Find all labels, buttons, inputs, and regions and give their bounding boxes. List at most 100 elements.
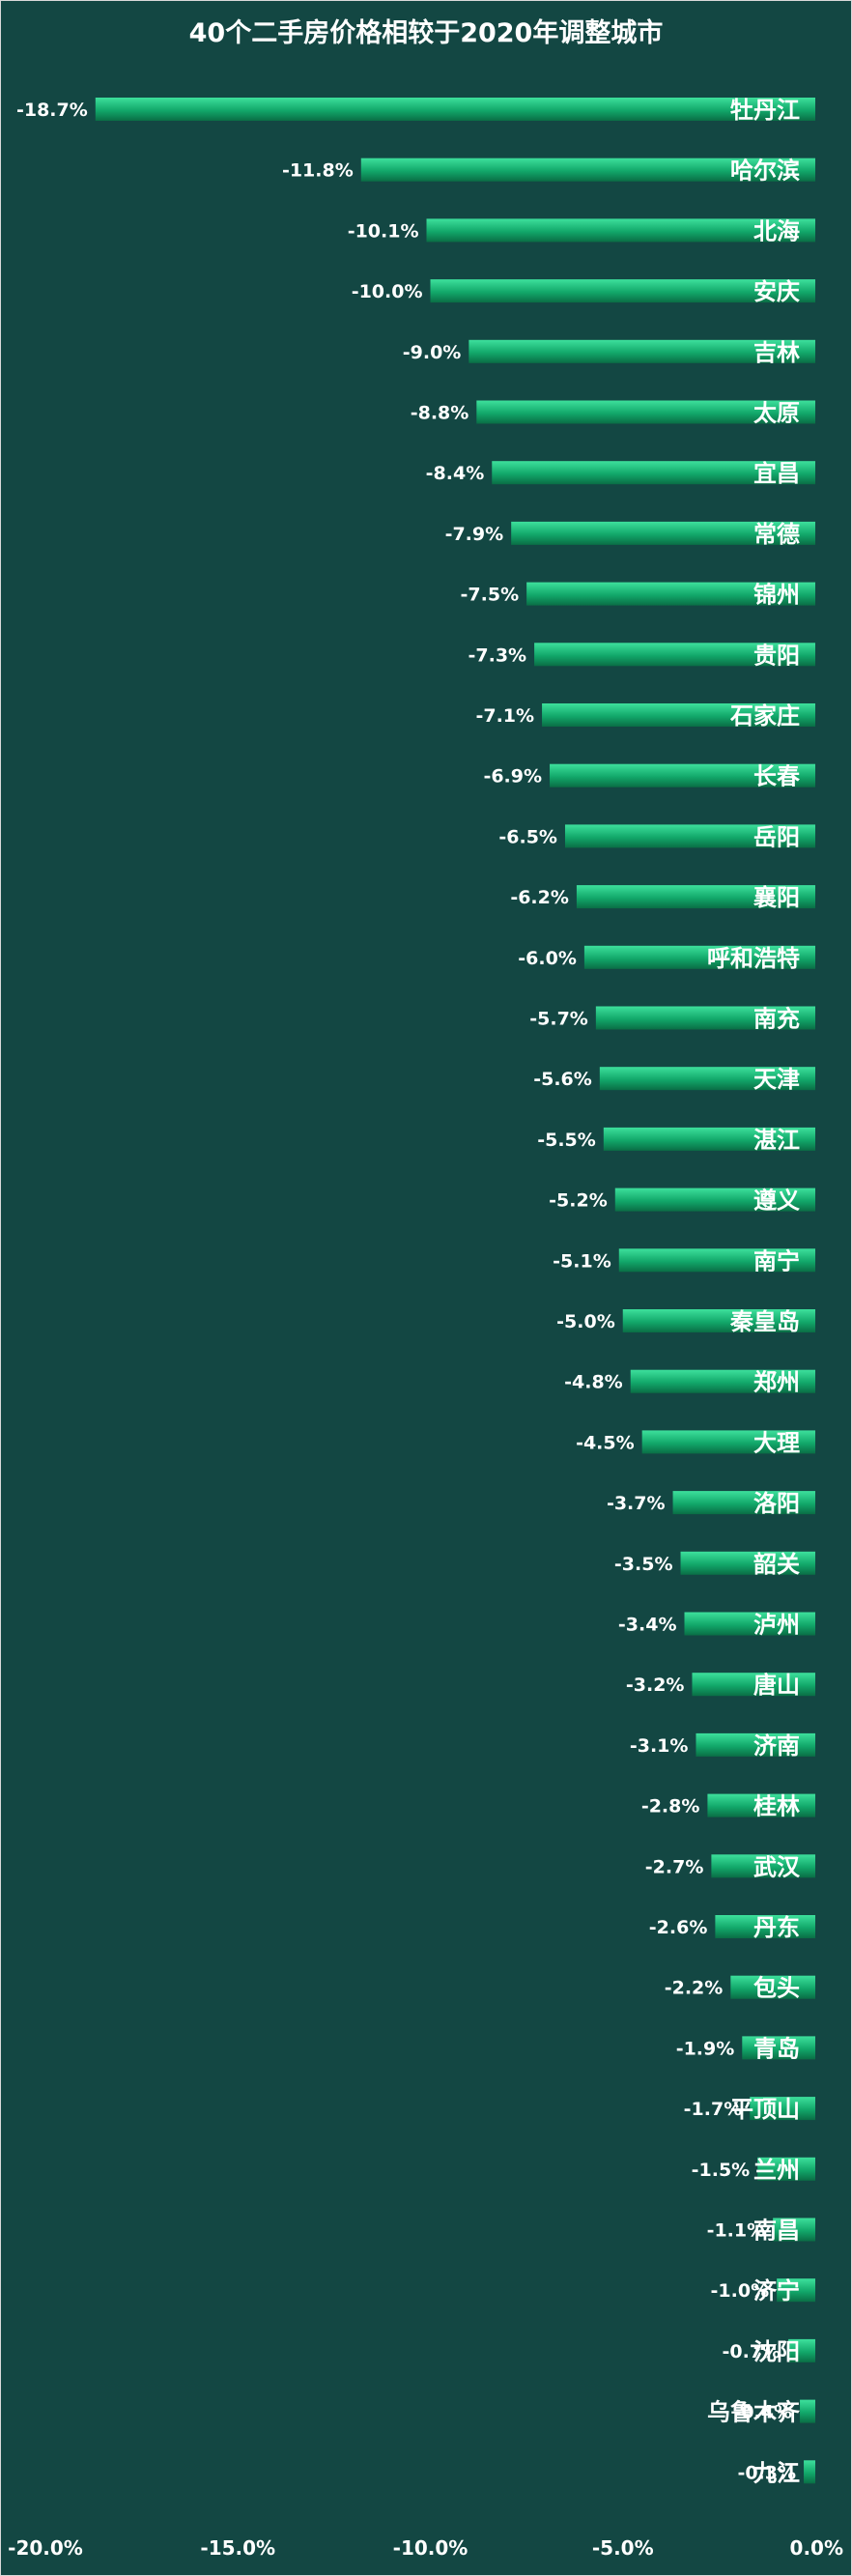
x-tick-label: 0.0% xyxy=(790,2536,843,2560)
category-label: 南充 xyxy=(753,1006,800,1033)
data-label: -8.8% xyxy=(411,403,469,424)
category-label: 沈阳 xyxy=(753,2338,800,2365)
bar-32 xyxy=(742,2036,815,2060)
category-label: 牡丹江 xyxy=(730,97,800,124)
bar-35 xyxy=(773,2218,815,2242)
bar-13 xyxy=(576,885,815,909)
data-label: -3.5% xyxy=(614,1554,673,1575)
data-label: -5.7% xyxy=(529,1009,588,1030)
data-label: -7.5% xyxy=(461,585,520,606)
data-label: -1.0% xyxy=(711,2280,770,2302)
bar-24 xyxy=(680,1551,815,1575)
category-label: 天津 xyxy=(753,1066,800,1093)
bar-2 xyxy=(426,218,815,243)
bar-23 xyxy=(672,1491,815,1515)
data-label: -4.5% xyxy=(576,1432,635,1453)
category-label: 武汉 xyxy=(753,1853,801,1880)
bar-31 xyxy=(730,1975,815,1999)
category-label: 锦州 xyxy=(753,582,800,609)
data-label: -6.0% xyxy=(518,948,577,969)
bar-26 xyxy=(692,1673,815,1697)
category-label: 呼和浩特 xyxy=(707,945,800,972)
bar-14 xyxy=(583,945,815,969)
category-label: 唐山 xyxy=(753,1672,800,1699)
bar-19 xyxy=(618,1248,815,1273)
category-label: 韶关 xyxy=(753,1551,800,1578)
category-label: 大理 xyxy=(753,1429,800,1456)
x-tick-label: -5.0% xyxy=(592,2536,654,2560)
data-label: -5.1% xyxy=(553,1250,611,1272)
category-label: 岳阳 xyxy=(753,823,800,850)
data-label: -8.4% xyxy=(426,463,485,484)
bar-39 xyxy=(804,2460,815,2484)
category-label: 桂林 xyxy=(753,1793,800,1820)
data-label: -10.0% xyxy=(352,281,423,302)
data-label: -2.8% xyxy=(641,1796,700,1818)
bar-6 xyxy=(492,461,815,485)
bar-17 xyxy=(603,1127,815,1151)
x-tick-label: -20.0% xyxy=(8,2536,83,2560)
category-label: 济南 xyxy=(753,1732,800,1760)
x-tick-label: -10.0% xyxy=(393,2536,469,2560)
category-label: 襄阳 xyxy=(753,884,800,911)
bar-9 xyxy=(534,643,815,667)
category-label: 九江 xyxy=(753,2459,800,2486)
bar-15 xyxy=(595,1006,815,1030)
labels-layer: 牡丹江 -18.7% 哈尔滨 -11.8% 北海 -10.1% 安庆 -10.0% 吉林 -9.0… xyxy=(16,97,801,2486)
category-label: 南昌 xyxy=(753,2218,800,2245)
bars-layer xyxy=(95,98,816,2484)
bar-7 xyxy=(511,521,815,545)
data-label: -6.2% xyxy=(510,887,569,908)
bar-3 xyxy=(430,279,815,303)
data-label: -3.1% xyxy=(630,1735,689,1757)
data-label: -5.6% xyxy=(533,1069,592,1090)
category-label: 石家庄 xyxy=(729,702,800,730)
category-label: 兰州 xyxy=(753,2157,800,2184)
data-label: -9.0% xyxy=(403,342,462,363)
data-label: -5.5% xyxy=(537,1130,596,1151)
data-label: -4.8% xyxy=(564,1372,623,1393)
data-label: -5.2% xyxy=(549,1190,608,1212)
bar-16 xyxy=(599,1067,815,1091)
category-label: 遵义 xyxy=(753,1188,800,1215)
data-label: -1.1% xyxy=(707,2220,766,2242)
category-label: 太原 xyxy=(753,400,800,427)
bar-34 xyxy=(757,2157,815,2181)
bar-27 xyxy=(696,1732,815,1757)
category-label: 包头 xyxy=(753,1975,800,2002)
data-label: -2.7% xyxy=(645,1856,704,1877)
data-label: -1.5% xyxy=(692,2160,751,2181)
bar-37 xyxy=(788,2338,815,2362)
bar-18 xyxy=(614,1188,815,1212)
bar-20 xyxy=(622,1309,815,1332)
bar-4 xyxy=(469,339,815,363)
bar-12 xyxy=(564,824,815,848)
bar-0 xyxy=(95,98,816,121)
category-label: 哈尔滨 xyxy=(730,157,800,185)
data-label: -7.3% xyxy=(469,644,527,666)
category-label: 平顶山 xyxy=(730,2096,800,2123)
data-label: -11.8% xyxy=(282,160,354,182)
category-label: 北海 xyxy=(753,217,800,244)
category-label: 南宁 xyxy=(753,1247,800,1274)
data-label: -1.9% xyxy=(676,2038,735,2059)
data-label: -18.7% xyxy=(16,100,88,121)
category-label: 郑州 xyxy=(753,1369,800,1396)
bar-8 xyxy=(526,582,815,606)
data-label: -0.7% xyxy=(723,2341,781,2362)
data-label: -3.7% xyxy=(607,1493,666,1514)
data-label: -3.2% xyxy=(626,1674,685,1696)
bar-10 xyxy=(542,703,815,727)
bar-38 xyxy=(800,2399,815,2423)
x-tick-label: -15.0% xyxy=(200,2536,275,2560)
category-label: 长春 xyxy=(753,763,800,790)
data-label: -7.1% xyxy=(475,705,534,727)
bar-5 xyxy=(476,400,815,424)
category-label: 常德 xyxy=(753,521,800,548)
data-label: -0.4% xyxy=(733,2402,792,2423)
category-label: 丹东 xyxy=(753,1914,800,1941)
category-label: 吉林 xyxy=(753,339,800,366)
chart-title: 40个二手房价格相较于2020年调整城市 xyxy=(189,17,664,48)
